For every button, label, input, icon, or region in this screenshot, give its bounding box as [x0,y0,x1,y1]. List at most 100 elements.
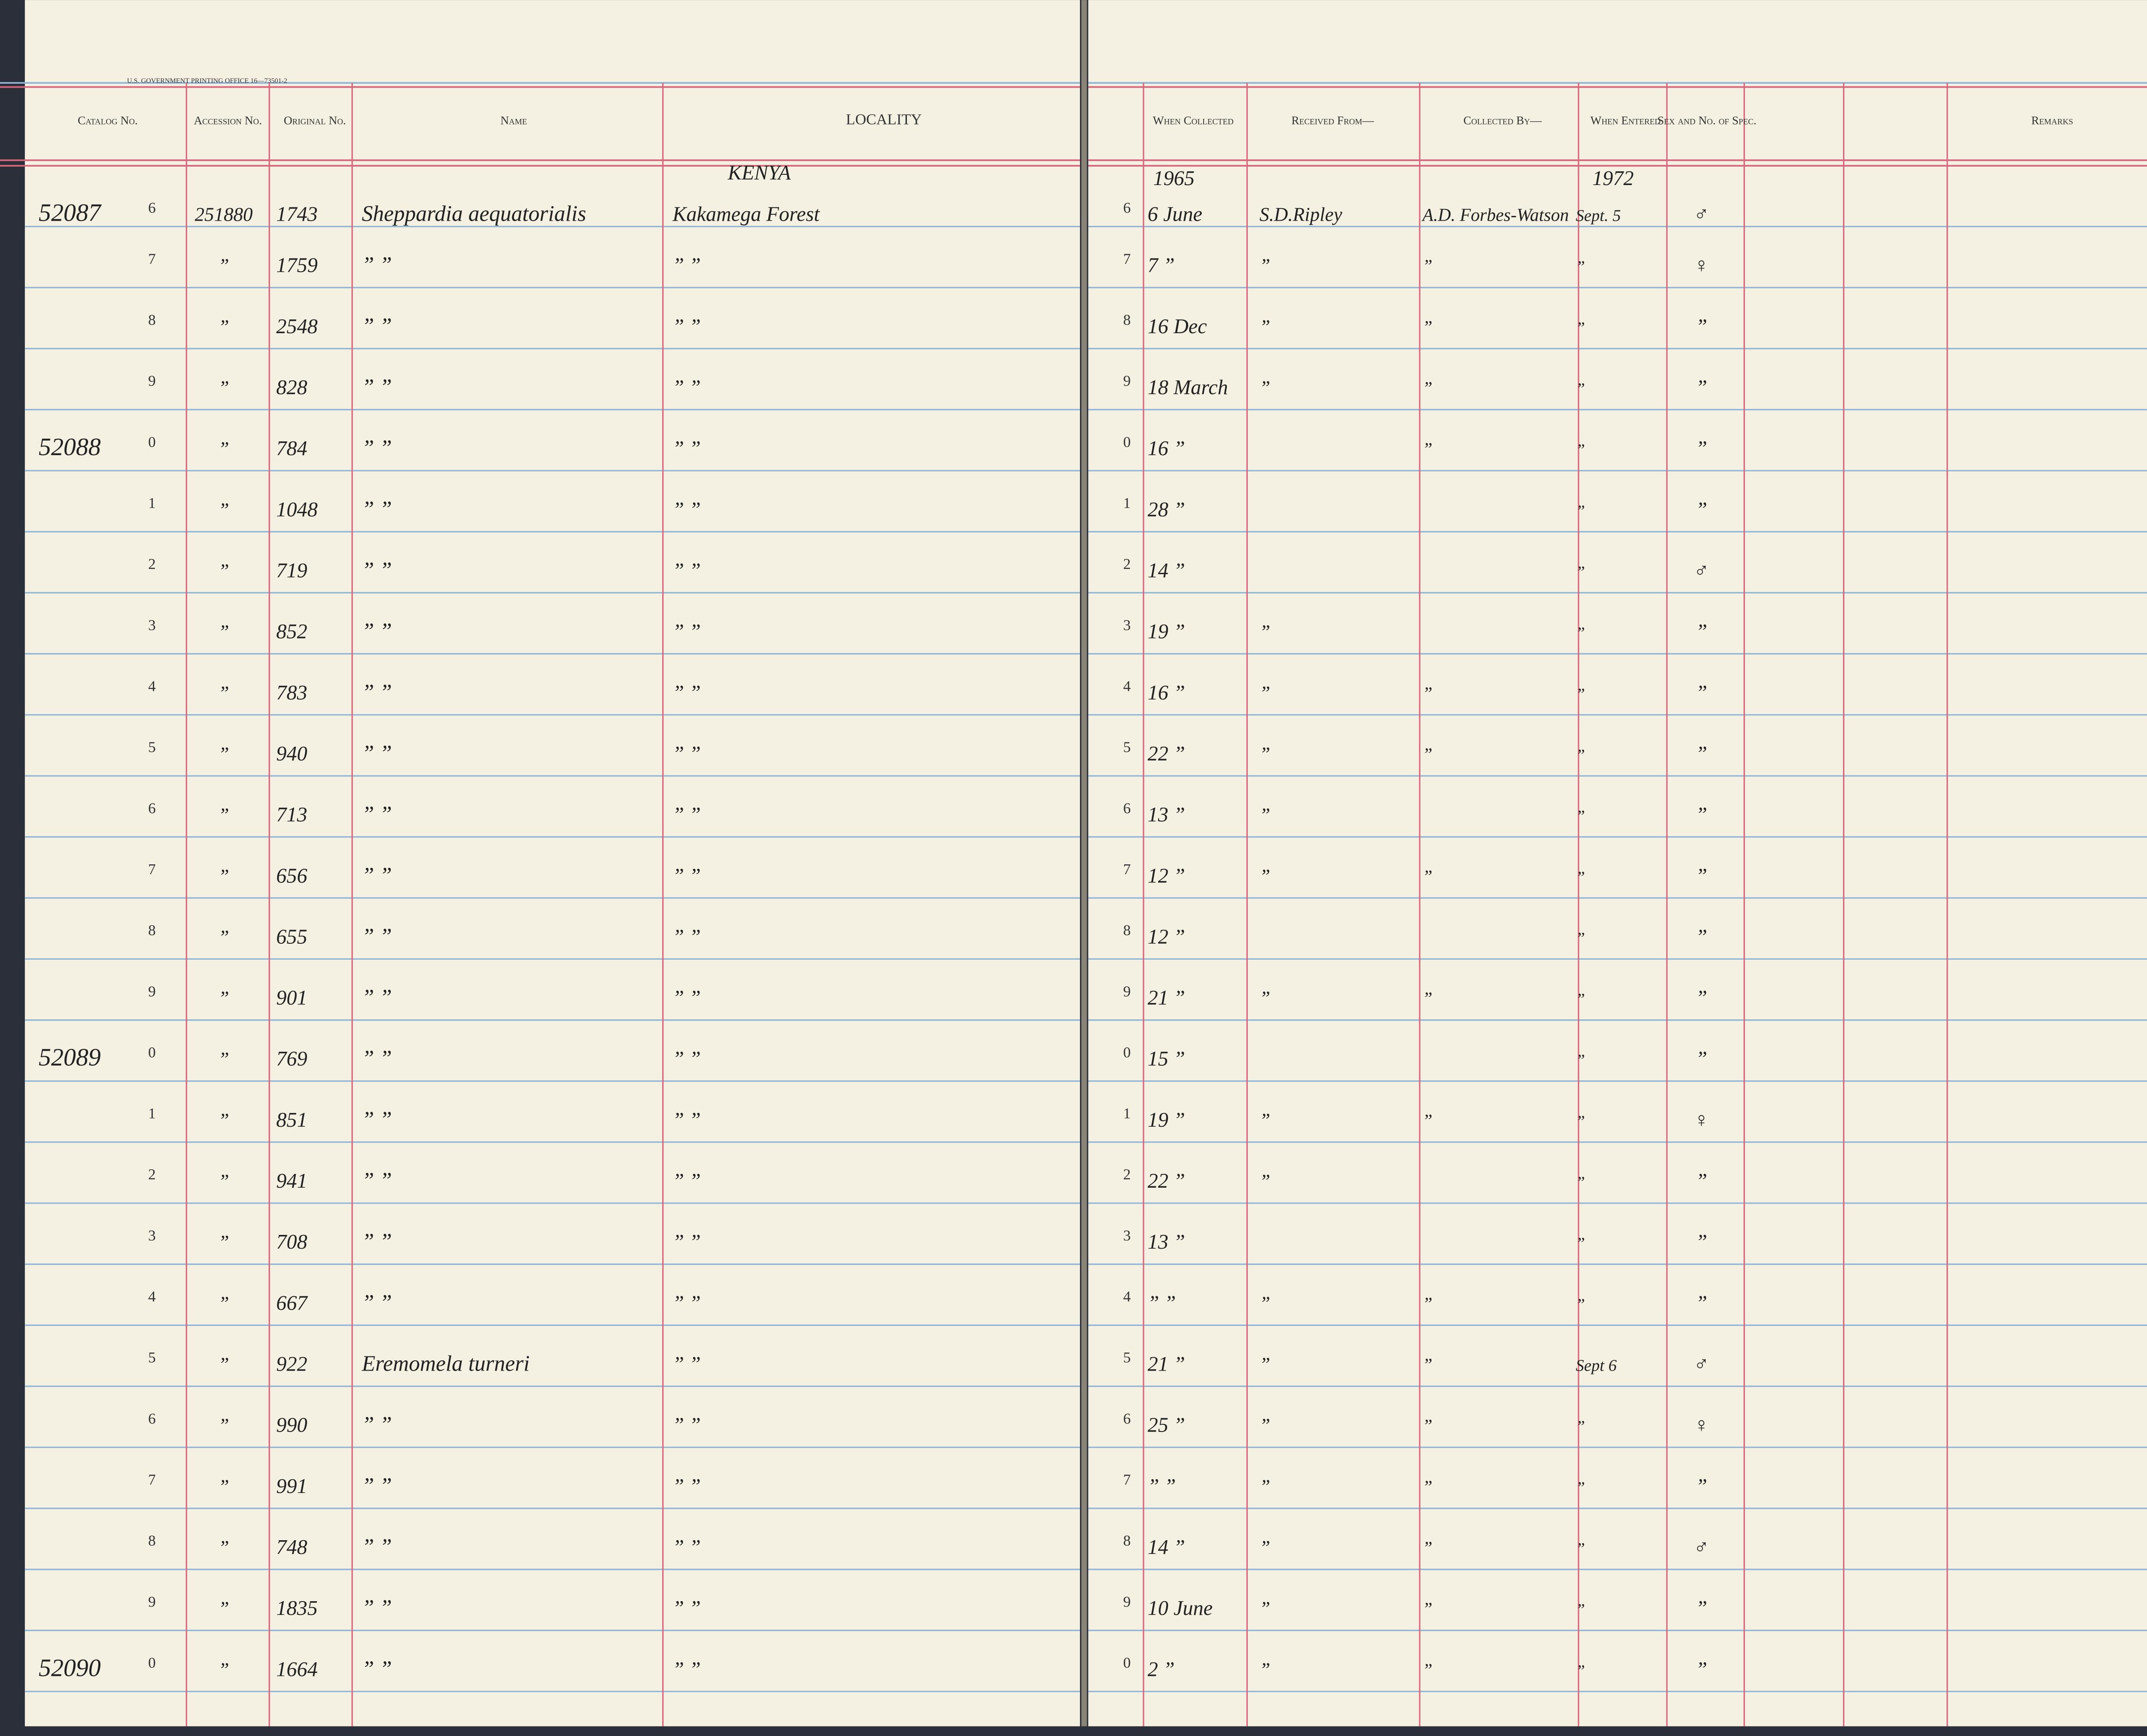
catalog-digit: 6 [1123,1410,1131,1427]
original-no: 1048 [276,498,317,521]
when-collected: 19 ” [1148,620,1185,643]
catalog-digit: 0 [1123,1654,1131,1671]
collected-by: ” [1423,318,1432,337]
column-header: Sex and No. of Spec. [1657,114,1756,127]
accession-no: ” [219,1476,229,1497]
when-collected: 14 ” [1148,559,1185,582]
original-no: 748 [276,1536,307,1559]
catalog-digit: 3 [1123,616,1131,633]
when-entered: ” [1576,563,1585,581]
when-entered: ” [1576,1052,1585,1070]
catalog-digit: 8 [148,1532,156,1549]
locality: ” ” [672,1414,701,1437]
name: ” ” [362,680,392,705]
catalog-digit: 0 [1123,433,1131,450]
locality: ” ” [672,987,701,1009]
locality: ” ” [672,376,701,399]
column-header: Accession No. [194,114,262,127]
when-entered: ” [1576,929,1585,947]
sex: ” [1696,1048,1707,1070]
locality: ” ” [672,1170,701,1192]
name: ” ” [362,985,392,1010]
when-collected: 7 ” [1148,254,1175,277]
original-no: 990 [276,1414,307,1437]
sex: ♀ [1694,1414,1709,1437]
original-no: 901 [276,987,307,1009]
sex: ” [1696,925,1707,948]
collected-by: ” [1423,440,1432,459]
received-from: ” [1259,1659,1270,1680]
catalog-digit: 5 [148,1349,156,1366]
when-entered: ” [1576,258,1585,276]
catalog-digit: 2 [1123,1166,1131,1183]
locality: ” ” [672,1597,701,1620]
column-header: LOCALITY [846,111,922,128]
catalog-digit: 4 [148,1288,156,1305]
collected-by: ” [1423,989,1432,1009]
catalog-digit: 2 [148,555,156,572]
when-entered: ” [1576,441,1585,459]
catalog-digit: 0 [148,433,156,450]
name: ” ” [362,1596,392,1620]
when-collected: 13 ” [1148,1231,1185,1253]
accession-no: ” [219,988,229,1009]
name: ” ” [362,802,392,827]
received-from: ” [1259,1354,1270,1375]
accession-no: ” [219,1110,229,1131]
when-entered: Sept. 5 [1576,207,1621,225]
received-from: ” [1259,804,1270,826]
received-from: ” [1259,1537,1270,1558]
locality: ” ” [672,315,701,338]
locality: ” ” [672,1048,701,1070]
column-header: Received From— [1292,114,1375,127]
accession-no: ” [219,804,229,826]
when-collected: 18 March [1148,376,1228,399]
name: Sheppardia aequatorialis [362,202,586,226]
locality: ” ” [672,803,701,826]
accession-no: ” [219,1659,229,1680]
left-page [24,0,1080,1727]
original-no: 941 [276,1170,307,1192]
when-collected: 14 ” [1148,1536,1185,1559]
when-collected: 21 ” [1148,987,1185,1009]
sex: ” [1696,498,1707,521]
collected-by: ” [1423,379,1432,398]
name: ” ” [362,1168,392,1193]
locality: ” ” [672,1353,701,1376]
sex: ” [1696,1292,1707,1314]
accession-no: ” [219,1049,229,1070]
sex: ” [1696,864,1707,887]
when-collected: 19 ” [1148,1109,1185,1131]
catalog-digit: 0 [148,1654,156,1671]
when-entered: ” [1576,991,1585,1009]
collected-by: ” [1423,257,1432,277]
accession-no: ” [219,438,229,459]
locality: ” ” [672,1536,701,1559]
catalog-digit: 0 [148,1043,156,1061]
when-entered: ” [1576,746,1585,764]
when-collected: 25 ” [1148,1414,1185,1437]
name: ” ” [362,436,392,460]
when-entered: ” [1576,1234,1585,1253]
accession-no: ” [219,743,229,765]
locality: ” ” [672,681,701,704]
year-note: 1965 [1153,167,1195,190]
catalog-digit: 2 [148,1166,156,1183]
catalog-digit: 5 [1123,1349,1131,1366]
accession-no: ” [219,1231,229,1253]
name: ” ” [362,1413,392,1437]
original-no: 719 [276,559,307,582]
sex: ” [1696,1170,1707,1192]
when-collected: ” ” [1148,1292,1176,1314]
when-entered: ” [1576,868,1585,886]
when-collected: 22 ” [1148,1170,1185,1192]
original-no: 940 [276,742,307,765]
received-from: ” [1259,1476,1270,1497]
when-collected: 16 ” [1148,437,1185,460]
name: ” ” [362,1046,392,1071]
sex: ” [1696,315,1707,338]
when-collected: 2 ” [1148,1658,1175,1681]
when-collected: 12 ” [1148,925,1185,948]
accession-no: ” [219,1292,229,1314]
